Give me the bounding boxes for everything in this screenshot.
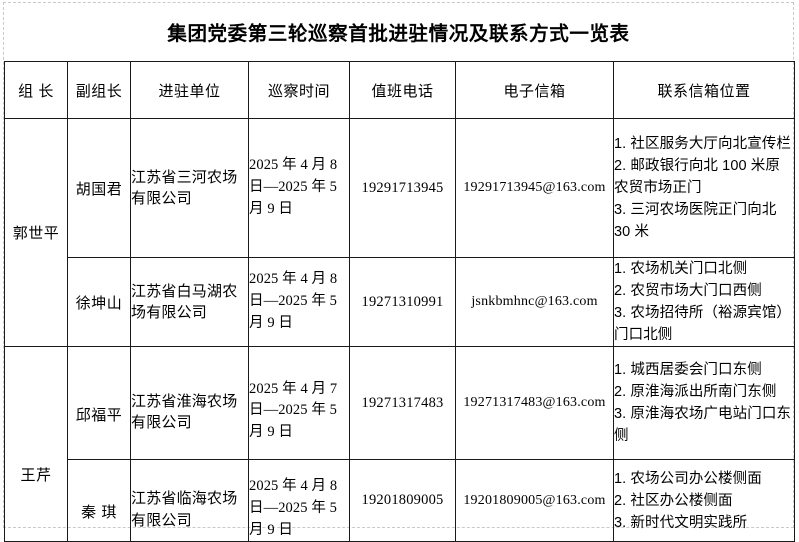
mailbox-location-item: 2. 农贸市场大门口西侧: [614, 283, 762, 300]
mailbox-location-item: 2. 社区办公楼侧面: [614, 492, 733, 509]
inspection-period: 2025 年 4 月 8 日—2025 年 5 月 9 日: [248, 118, 350, 258]
mailbox-location-list: 1. 农场公司办公楼侧面 2. 社区办公楼侧面 3. 新时代文明实践所: [613, 459, 795, 542]
mailbox-location-list: 1. 农场机关门口北侧 2. 农贸市场大门口西侧 3. 农场招待所（裕源宾馆）门…: [613, 256, 795, 348]
email-address: 19201809005@163.com: [455, 459, 614, 542]
inspection-period: 2025 年 4 月 7 日—2025 年 5 月 9 日: [248, 346, 350, 461]
duty-phone: 19271317483: [349, 346, 456, 461]
deputy-name: 徐坤山: [67, 256, 131, 348]
column-header-deputy: 副组长: [67, 61, 131, 119]
unit-name: 江苏省白马湖农场有限公司: [130, 256, 249, 348]
column-header-duty-phone: 值班电话: [349, 61, 456, 119]
column-header-email: 电子信箱: [455, 61, 614, 119]
column-header-period: 巡察时间: [248, 61, 350, 119]
mailbox-location-item: 3. 三河农场医院正门向北 30 米: [614, 202, 777, 241]
deputy-name: 秦 琪: [67, 459, 131, 542]
duty-phone: 19201809005: [349, 459, 456, 542]
column-header-mailbox-location: 联系信箱位置: [613, 61, 795, 119]
unit-name: 江苏省三河农场有限公司: [130, 118, 249, 258]
mailbox-location-list: 1. 社区服务大厅向北宣传栏 2. 邮政银行向北 100 米原农贸市场正门 3.…: [613, 118, 795, 258]
deputy-name: 邱福平: [67, 346, 131, 461]
mailbox-location-item: 3. 农场招待所（裕源宾馆）门口北侧: [614, 305, 792, 344]
table-header-row: 组 长 副组长 进驻单位 巡察时间 值班电话 电子信箱 联系信箱位置: [4, 61, 795, 119]
unit-name: 江苏省临海农场有限公司: [130, 459, 249, 542]
email-address: 19271317483@163.com: [455, 346, 614, 461]
mailbox-location-list: 1. 城西居委会门口东侧 2. 原淮海派出所南门东侧 3. 原淮海农场广电站门口…: [613, 346, 795, 461]
mailbox-location-item: 2. 原淮海派出所南门东侧: [614, 384, 777, 401]
mailbox-location-item: 1. 农场公司办公楼侧面: [614, 470, 762, 487]
table-row: 秦 琪 江苏省临海农场有限公司 2025 年 4 月 8 日—2025 年 5 …: [5, 459, 795, 542]
table-row: 郭世平 胡国君 江苏省三河农场有限公司 2025 年 4 月 8 日—2025 …: [4, 117, 795, 348]
duty-phone: 19291713945: [349, 118, 456, 258]
page-title: 集团党委第三轮巡察首批进驻情况及联系方式一览表: [167, 24, 630, 45]
roster-table-container: 组 长 副组长 进驻单位 巡察时间 值班电话 电子信箱 联系信箱位置 郭世平 胡…: [4, 61, 795, 542]
mailbox-location-item: 2. 邮政银行向北 100 米原农贸市场正门: [614, 157, 780, 196]
title-area: 集团党委第三轮巡察首批进驻情况及联系方式一览表: [4, 3, 793, 60]
mailbox-location-item: 1. 农场机关门口北侧: [614, 261, 748, 277]
duty-phone: 19271310991: [349, 256, 456, 348]
mailbox-location-item: 1. 社区服务大厅向北宣传栏: [614, 135, 792, 152]
table-row: 王芹 邱福平 江苏省淮海农场有限公司 2025 年 4 月 7 日—2025 年…: [4, 346, 795, 542]
mailbox-location-item: 3. 原淮海农场广电站门口东侧: [614, 406, 792, 445]
inspection-period: 2025 年 4 月 8 日—2025 年 5 月 9 日: [248, 256, 350, 348]
leader-name: 王芹: [4, 346, 68, 542]
roster-table: 组 长 副组长 进驻单位 巡察时间 值班电话 电子信箱 联系信箱位置 郭世平 胡…: [4, 61, 795, 542]
table-row: 徐坤山 江苏省白马湖农场有限公司 2025 年 4 月 8 日—2025 年 5…: [5, 256, 795, 348]
deputy-name: 胡国君: [67, 118, 131, 258]
column-header-leader: 组 长: [4, 61, 68, 119]
unit-name: 江苏省淮海农场有限公司: [130, 346, 249, 461]
inspection-period: 2025 年 4 月 8 日—2025 年 5 月 9 日: [248, 459, 350, 542]
email-address: 19291713945@163.com: [455, 118, 614, 258]
email-address: jsnkbmhnc@163.com: [455, 256, 614, 348]
leader-name: 郭世平: [4, 117, 68, 348]
mailbox-location-item: 3. 新时代文明实践所: [614, 514, 748, 531]
column-header-unit: 进驻单位: [130, 61, 249, 119]
mailbox-location-item: 1. 城西居委会门口东侧: [614, 362, 762, 379]
